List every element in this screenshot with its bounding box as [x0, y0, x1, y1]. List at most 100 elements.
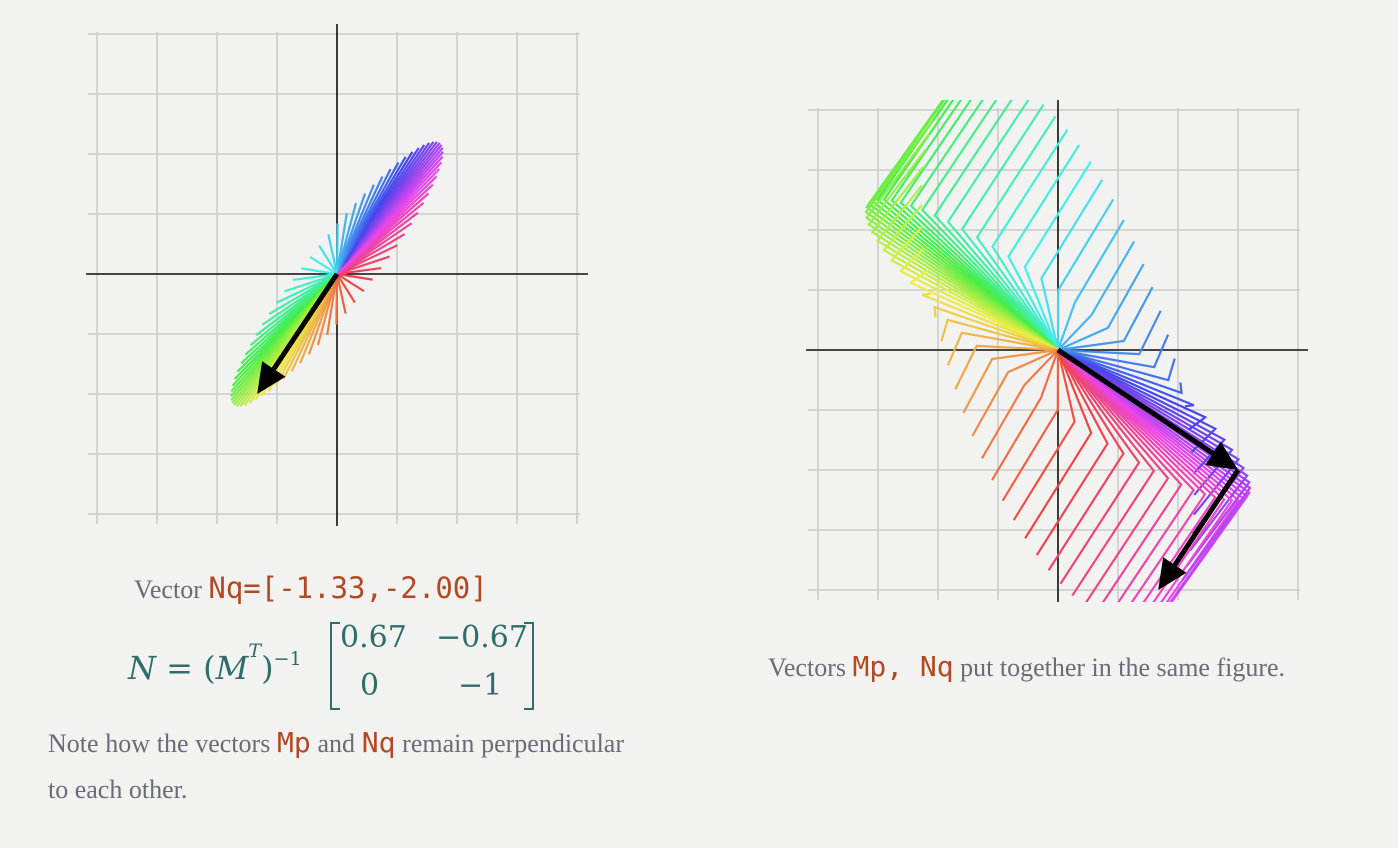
left-caption-text-1: Note how the vectors [48, 729, 271, 758]
vector-label: Vector Nq=[-1.33,-2.00] [134, 568, 488, 610]
fan-line [336, 175, 438, 275]
fan-path [1057, 334, 1170, 369]
fan-path [1057, 349, 1251, 594]
fan-path [920, 100, 1059, 351]
fan-line [335, 273, 339, 325]
formula-symbol-m: M [215, 649, 249, 687]
fan-path [1057, 286, 1154, 352]
right-caption-text-2: put together in the same figure. [960, 653, 1286, 682]
fan-path [1057, 348, 1176, 382]
fan-path [882, 204, 1059, 351]
fan-line [336, 267, 382, 276]
fan-line [326, 273, 339, 336]
fan-path [1057, 263, 1145, 352]
fan-path [899, 100, 1059, 351]
right-caption: Vectors Mp, Nq put together in the same … [768, 644, 1346, 691]
fan-path [1057, 349, 1207, 602]
fan-path [1057, 310, 1162, 356]
fan-path [1057, 349, 1227, 475]
left-vector-plot [86, 24, 588, 526]
matrix-cell-0-0: 0.67 [340, 620, 407, 655]
fan-path [1057, 349, 1241, 516]
nq-arrow-head [1158, 557, 1187, 590]
fan-path [1012, 349, 1076, 521]
fan-path [962, 348, 1059, 414]
matrix-right-bracket [524, 622, 534, 710]
fan-path [1057, 349, 1141, 585]
formula-symbol-n: N [128, 649, 156, 687]
fan-path [960, 103, 1059, 351]
fan-path [875, 184, 1059, 351]
matrix-left-bracket [330, 622, 340, 710]
fan-path [971, 348, 1059, 437]
fan-line [316, 273, 339, 346]
fan-path [867, 148, 1059, 351]
left-nq-arrow [257, 272, 340, 394]
vector-prefix: Vector [134, 575, 202, 604]
fan-path [933, 100, 1059, 351]
fan-path [1057, 349, 1234, 602]
fan-line [336, 273, 365, 293]
formula-lhs: N = (MT)−1 [128, 640, 302, 687]
fan-path [1057, 349, 1196, 602]
fan-path [1007, 144, 1081, 351]
fan-line [336, 255, 390, 276]
right-caption-text-1: Vectors [768, 653, 846, 682]
fan-line [335, 273, 347, 314]
fan-line [327, 234, 339, 275]
fan-path [1024, 349, 1093, 539]
right-mp-nq-arrows [1056, 347, 1241, 590]
fan-path [898, 247, 1059, 351]
fan-line [284, 272, 338, 293]
matrix-cell-0-1: −0.67 [436, 620, 528, 655]
fan-path [991, 129, 1069, 351]
matrix-cell-1-1: −1 [458, 668, 503, 703]
left-caption-code-nq: Nq [361, 726, 396, 759]
fan-line [336, 273, 356, 304]
right-color-fan [864, 100, 1252, 602]
nq-arrow-head [257, 361, 286, 394]
fan-path [954, 344, 1059, 390]
fan-path [980, 349, 1059, 459]
fan-line [292, 272, 338, 281]
formula-inverse: −1 [273, 648, 302, 670]
nq-arrow-shaft [271, 272, 340, 371]
fan-path [864, 119, 1059, 351]
fan-path [1047, 349, 1125, 571]
fan-path [1057, 349, 1252, 581]
fan-path [1001, 349, 1060, 502]
fan-path [1057, 241, 1136, 351]
fan-path [909, 100, 1059, 351]
left-caption-text-2: and [317, 729, 356, 758]
right-vector-plot [806, 100, 1308, 602]
fan-path [933, 305, 1059, 352]
fan-line [318, 244, 338, 275]
fan-line [335, 223, 339, 275]
matrix-formula: N = (MT)−1 0.67 −0.67 0 −1 [128, 618, 548, 710]
fan-path [940, 318, 1059, 352]
left-caption-code-mp: Mp [277, 726, 311, 759]
fan-path [921, 292, 1059, 352]
left-caption: Note how the vectors Mp and Nq remain pe… [48, 720, 624, 813]
fan-path [870, 166, 1059, 351]
fan-path [975, 115, 1059, 351]
fan-path [908, 269, 1059, 352]
fan-line [335, 202, 358, 275]
fan-path [1057, 349, 1156, 597]
fan-path [865, 133, 1059, 351]
left-caption-text-3: remain perpendicular to each other. [48, 729, 624, 804]
fan-path [1057, 349, 1217, 602]
fan-path [865, 106, 1059, 351]
fan-path [1057, 348, 1208, 431]
fan-path [889, 225, 1059, 351]
nq-arrow-shaft [1172, 468, 1241, 567]
fan-line [301, 267, 338, 276]
fan-path [1057, 349, 1170, 602]
fan-path [991, 349, 1060, 481]
fan-line [336, 272, 373, 281]
mp-arrow-head [1205, 441, 1238, 470]
fan-line [335, 212, 348, 275]
fan-path [1057, 348, 1183, 395]
right-caption-code: Mp, Nq [852, 650, 954, 683]
fan-path [1040, 179, 1104, 351]
